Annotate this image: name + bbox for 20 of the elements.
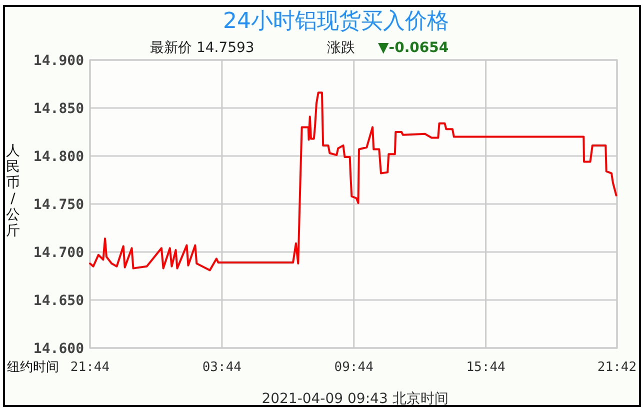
y-tick-label: 14.850: [33, 101, 84, 117]
chart-title: 24小时铝现货买入价格: [223, 9, 449, 34]
x-tick-label: 21:44: [70, 360, 110, 375]
x-tick-label: 15:44: [466, 360, 506, 375]
y-tick-label: 14.600: [33, 341, 84, 357]
y-tick-label: 14.750: [33, 197, 84, 213]
y-tick-label: 14.700: [33, 245, 84, 261]
y-tick-label: 14.900: [33, 53, 84, 69]
x-tick-label: 09:44: [334, 360, 374, 375]
text: ▼-0.0654: [378, 40, 449, 56]
x-axis-title: 纽约时间: [7, 360, 59, 375]
y-tick-label: 14.800: [33, 149, 84, 165]
y-axis-title: 人民币/公斤: [6, 143, 20, 239]
text: 涨跌: [327, 40, 355, 56]
line-series: [89, 92, 618, 272]
y-tick-label: 14.650: [33, 293, 84, 309]
chart-subtitle: 最新价 14.7593: [150, 40, 254, 56]
text: 2021-04-09 09:43 北京时间: [262, 391, 448, 407]
x-tick-label: 03:44: [202, 360, 242, 375]
x-tick-label: 21:42: [597, 360, 637, 375]
